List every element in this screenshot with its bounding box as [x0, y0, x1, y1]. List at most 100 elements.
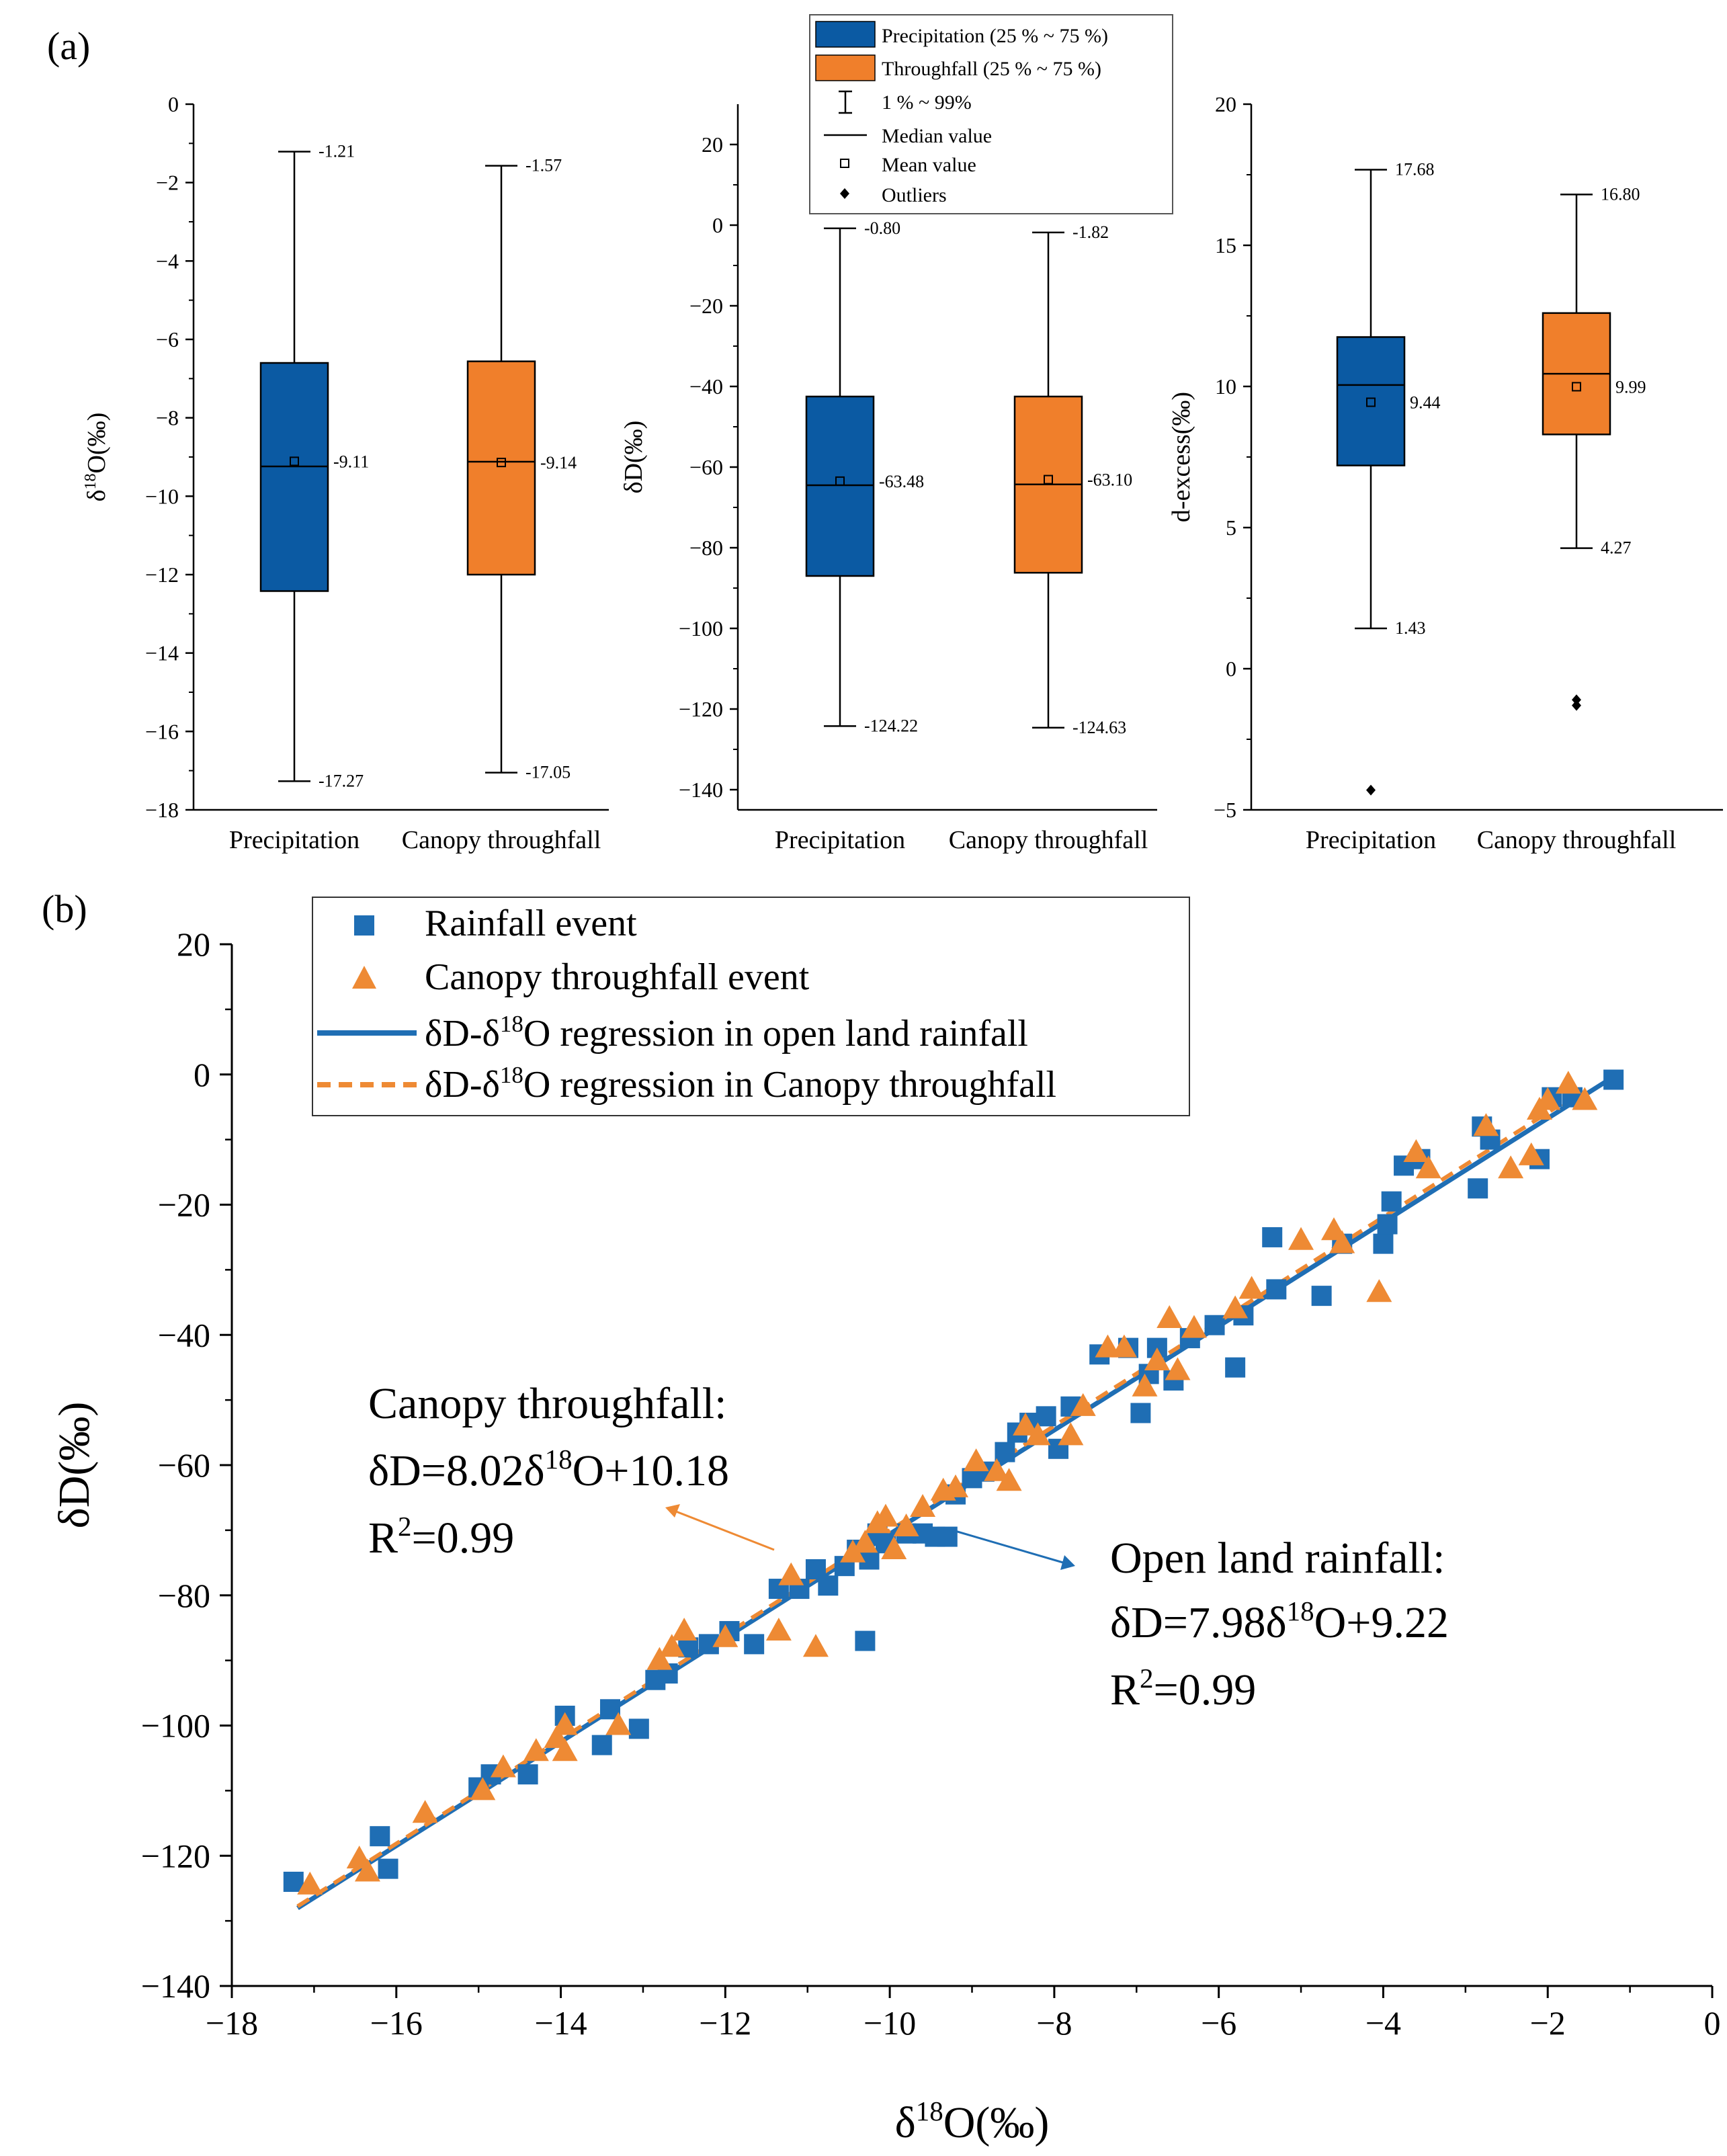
a3-precip-mean	[1366, 397, 1376, 407]
b-canopy-point-38	[1156, 1305, 1183, 1329]
b-canopy-point-41	[1222, 1295, 1249, 1319]
a1-ytick-label-2: −4	[156, 249, 179, 273]
a2-ytick-label-4: −60	[689, 455, 723, 479]
panel-label-b: (b)	[42, 887, 87, 931]
b-canopy-point-46	[1366, 1279, 1392, 1302]
a1-canopy-mean	[497, 458, 506, 468]
annotation-open-arrow	[952, 1529, 1075, 1570]
b-canopy-point-12	[659, 1634, 685, 1657]
b-canopy-point-2	[354, 1858, 380, 1882]
b-canopy-point-30	[1013, 1412, 1039, 1436]
b-canopy-point-45	[1329, 1230, 1355, 1253]
a2-precip-box	[805, 395, 875, 577]
b-canopy-point-35	[1111, 1334, 1137, 1358]
b-rain-point-36	[1036, 1406, 1056, 1427]
b-canopy-point-54	[1555, 1071, 1581, 1094]
a1-ytick-label-1: −2	[156, 171, 179, 195]
annotation-open: Open land rainfall: δD=7.98δ18O+9.22 R2=…	[952, 1529, 1449, 1714]
b-xtick-label-9: 0	[1704, 2004, 1721, 2042]
a1-canopy-label-bottom: -17.05	[525, 763, 571, 782]
a1-ytick-label-5: −10	[145, 484, 179, 508]
a2-ytick-label-6: −100	[679, 616, 723, 640]
legend-a-frame	[809, 14, 1173, 214]
b-rain-point-19	[818, 1575, 839, 1596]
b-xtick-label-5: −8	[1036, 2004, 1072, 2042]
b-canopy-point-48	[1415, 1155, 1441, 1179]
b-canopy-point-14	[712, 1624, 739, 1647]
a3-precip-outlier-0	[1366, 784, 1376, 796]
a3-canopy-label-bottom: 4.27	[1601, 538, 1632, 558]
b-ytick-label-6: −100	[141, 1707, 210, 1745]
a3-precip-label-bottom: 1.43	[1395, 618, 1426, 638]
a3-axes: 20 15 10 5 0 −5	[1214, 92, 1723, 822]
a3-canopy-label-top: 16.80	[1601, 184, 1640, 204]
boxplot-dexcess: 20 15 10 5 0 −5 17.68 9.44 1.43 16.80 9.99 4.27 Pr…	[1167, 92, 1723, 854]
a2-canopy-label-top: -1.82	[1072, 222, 1109, 242]
b-ytick-label-2: −20	[158, 1186, 210, 1224]
b-rain-point-1	[370, 1826, 390, 1847]
b-xtick-label-7: −4	[1365, 2004, 1401, 2042]
a2-canopy-mean	[1044, 474, 1053, 485]
b-canopy-point-21	[872, 1503, 898, 1527]
b-canopy-point-31	[1025, 1422, 1051, 1446]
a1-ytick-label-6: −12	[145, 563, 179, 587]
b-xtick-label-6: −6	[1201, 2004, 1236, 2042]
b-rain-point-50	[1266, 1279, 1287, 1300]
annotation-canopy-equation: δD=8.02δ18O+10.18	[368, 1444, 729, 1495]
legend-canopy-label: Canopy throughfall event	[425, 956, 810, 998]
b-xtick-label-4: −10	[864, 2004, 916, 2042]
b-canopy-point-22	[881, 1536, 907, 1559]
b-canopy-point-0	[297, 1871, 323, 1895]
a3-ytick-label-0: 20	[1215, 92, 1236, 116]
b-xtick-label-2: −14	[534, 2004, 587, 2042]
a3-canopy-mean	[1572, 382, 1581, 392]
b-ytick-label-5: −80	[158, 1577, 210, 1614]
b-axes: 200−20−40−60−80−100−120−140−18 −16 −14 −12−…	[141, 925, 1721, 2042]
legend-throughfall-label: Throughfall (25 % ~ 75 %)	[882, 58, 1101, 80]
legend-median-label: Median value	[882, 125, 992, 147]
b-ytick-label-0: 20	[177, 925, 210, 963]
b-xtick-label-8: −2	[1530, 2004, 1566, 2042]
b-canopy-point-32	[1058, 1422, 1084, 1446]
a1-category-canopy: Canopy throughfall	[402, 826, 601, 854]
b-rain-point-9	[628, 1718, 649, 1739]
b-ytick-label-1: 0	[194, 1056, 210, 1093]
legend-mean-label: Mean value	[882, 154, 976, 176]
b-canopy-point-34	[1095, 1334, 1121, 1358]
b-rain-point-5	[517, 1764, 538, 1785]
b-canopy-point-23	[893, 1514, 919, 1537]
a2-ytick-label-0: 20	[702, 132, 723, 157]
panel-label-a: (a)	[47, 24, 90, 68]
a2-canopy-label-mean: -63.10	[1087, 470, 1132, 490]
a2-ytick-label-3: −40	[689, 374, 723, 399]
boxplot-d18o: 0 −2 −4 −6 −8 −10 −12 −14 −16 −18 -1.21 -9.11 -17.2…	[82, 92, 609, 854]
b-canopy-point-13	[671, 1618, 698, 1641]
a2-ytick-label-7: −120	[679, 697, 723, 721]
legend-precip-label: Precipitation (25 % ~ 75 %)	[882, 25, 1108, 47]
a2-precip-label-top: -0.80	[864, 218, 900, 238]
legend-a: Precipitation (25 % ~ 75 %) Throughfall …	[809, 14, 1173, 214]
scatter-dd-vs-d18o: 200−20−40−60−80−100−120−140−18 −16 −14 −12−…	[50, 925, 1721, 2147]
b-canopy-point-19	[852, 1530, 878, 1553]
a3-precip-box	[1336, 336, 1406, 466]
b-canopy-point-27	[963, 1448, 989, 1472]
a2-precip-label-mean: -63.48	[879, 472, 924, 491]
b-rain-point-41	[1130, 1403, 1151, 1423]
b-ytick-label-7: −120	[141, 1837, 210, 1874]
legend-rain-label: Rainfall event	[425, 903, 637, 944]
a2-category-canopy: Canopy throughfall	[949, 826, 1148, 854]
b-canopy-point-53	[1535, 1087, 1561, 1110]
a3-canopy-outlier-0	[1572, 694, 1581, 706]
a2-boxes: -0.80 -63.48 -124.22 -1.82 -63.10 -124.63	[805, 218, 1132, 737]
b-canopy-point-47	[1403, 1139, 1429, 1162]
b-canopy-point-16	[778, 1562, 804, 1585]
a1-category-precipitation: Precipitation	[229, 826, 360, 854]
b-rain-point-0	[283, 1872, 304, 1892]
annotation-canopy: Canopy throughfall: δD=8.02δ18O+10.18 R2…	[368, 1379, 775, 1563]
legend-throughfall-swatch	[815, 54, 876, 81]
a1-ytick-label-3: −6	[156, 327, 179, 351]
a1-canopy-label-top: -1.57	[525, 156, 562, 175]
b-rain-point-47	[1225, 1357, 1246, 1378]
a2-axes: 20 0 −20 −40 −60 −80 −100 −120 −140	[679, 104, 1157, 811]
